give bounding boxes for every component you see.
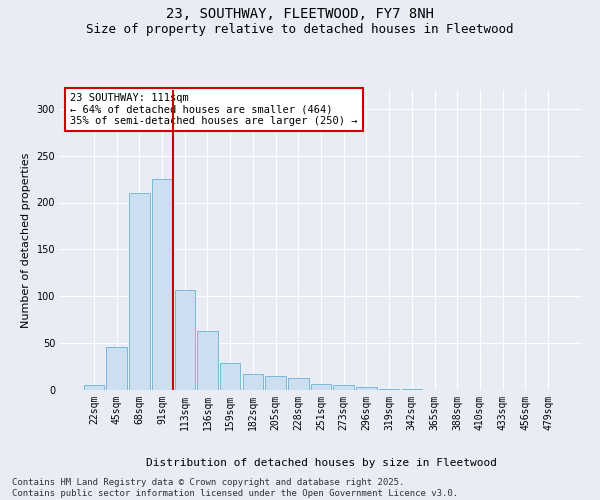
Bar [356,387,377,390]
Y-axis label: Number of detached properties: Number of detached properties [21,152,31,328]
Bar [379,389,400,390]
Bar [197,331,218,390]
Bar [311,384,331,390]
Bar [152,179,172,390]
Text: 23, SOUTHWAY, FLEETWOOD, FY7 8NH: 23, SOUTHWAY, FLEETWOOD, FY7 8NH [166,8,434,22]
Bar [334,386,354,390]
Text: Contains HM Land Registry data © Crown copyright and database right 2025.
Contai: Contains HM Land Registry data © Crown c… [12,478,458,498]
Bar [84,386,104,390]
Bar [106,347,127,390]
Bar [129,193,149,390]
Bar [220,363,241,390]
Bar [265,376,286,390]
Bar [175,290,195,390]
Text: Distribution of detached houses by size in Fleetwood: Distribution of detached houses by size … [146,458,497,468]
Bar [242,374,263,390]
Bar [401,389,422,390]
Text: Size of property relative to detached houses in Fleetwood: Size of property relative to detached ho… [86,22,514,36]
Text: 23 SOUTHWAY: 111sqm
← 64% of detached houses are smaller (464)
35% of semi-detac: 23 SOUTHWAY: 111sqm ← 64% of detached ho… [70,93,358,126]
Bar [288,378,308,390]
